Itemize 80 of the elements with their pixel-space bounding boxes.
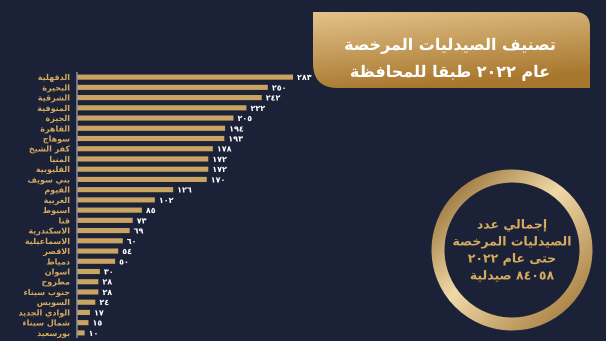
- data-label: ١٧٨: [216, 144, 232, 154]
- y-tick-label: المنوفية: [37, 104, 70, 113]
- data-label: ١٠: [88, 328, 98, 338]
- data-label: ٥٤: [122, 247, 132, 256]
- y-tick-label: اسيوط: [42, 206, 70, 216]
- y-tick-label: بني سويف: [27, 175, 70, 184]
- data-label: ١٧٢: [212, 165, 228, 174]
- y-tick-label: القاهرة: [40, 124, 70, 134]
- y-tick-label: سوهاج: [42, 134, 70, 144]
- bar: [77, 258, 116, 264]
- data-label: ٢٤: [99, 298, 110, 308]
- data-label: ١٩٤: [229, 124, 244, 134]
- y-tick-label: الوادي الجديد: [18, 308, 70, 318]
- bar: [77, 166, 208, 172]
- bar: [77, 300, 96, 305]
- bar: [77, 187, 174, 192]
- bar: [77, 84, 268, 90]
- data-label: ٢٨٣: [297, 73, 312, 82]
- bar: [77, 248, 118, 254]
- bar: [77, 74, 293, 80]
- y-tick-label: بورسعيد: [37, 328, 70, 338]
- bar: [77, 289, 98, 295]
- y-tick-label: الاسماعيلية: [24, 236, 70, 246]
- y-tick-label: مطروح: [42, 278, 70, 287]
- data-label: ١٧٠: [210, 175, 226, 184]
- bar: [77, 115, 234, 121]
- y-tick-label: المنيا: [49, 154, 70, 164]
- bar: [77, 320, 88, 326]
- bar: [77, 268, 100, 274]
- y-tick-label: الفيوم: [44, 186, 70, 195]
- data-label: ٦٩: [134, 226, 144, 236]
- text: تصنيف الصيدليات المرخصة: [344, 35, 556, 54]
- data-label: ٥٠: [119, 257, 129, 266]
- bar: [77, 95, 262, 100]
- y-tick-label: الغربية: [44, 196, 70, 205]
- y-tick-label: دمياط: [46, 257, 70, 266]
- bar: [77, 136, 224, 142]
- y-tick-label: القليوبية: [36, 165, 70, 174]
- data-label: ١٠٢: [158, 196, 174, 205]
- bar: [77, 156, 208, 162]
- data-label: ١٩٣: [228, 134, 244, 144]
- bar: [77, 105, 246, 110]
- data-label: ١٢٦: [177, 186, 192, 195]
- bar: [77, 208, 142, 213]
- bar: [77, 238, 123, 244]
- bar: [77, 146, 213, 152]
- text: إجمالي عدد الصيدليات المرخصة حتى عام ٢٠٢٢ ٨٤٠٥٨ صيدلية: [452, 216, 572, 282]
- bar: [77, 310, 90, 315]
- y-tick-label: الشرقية: [38, 94, 70, 103]
- data-label: ٢٨: [102, 278, 112, 287]
- y-tick-label: شمال سيناء: [22, 318, 70, 328]
- data-label: ٢٨: [102, 288, 112, 297]
- y-tick-label: البحيرة: [42, 83, 70, 92]
- data-label: ٢٥٠: [272, 83, 286, 92]
- bar: [77, 197, 155, 202]
- data-label: ٨٥: [146, 206, 156, 216]
- y-tick-label: الدقهلية: [38, 73, 70, 82]
- data-label: ٣٠: [104, 268, 114, 276]
- data-label: ١٧٢: [212, 154, 228, 164]
- y-tick-label: الجيزة: [46, 114, 70, 124]
- y-tick-label: الاسكندرية: [28, 226, 70, 236]
- data-label: ٢٤٢: [266, 94, 280, 103]
- data-label: ٢٠٥: [237, 114, 252, 124]
- data-label: ٦٠: [126, 236, 137, 246]
- bar: [77, 228, 130, 234]
- data-label: ٧٣: [136, 216, 147, 226]
- bar: [77, 218, 133, 223]
- bar: [77, 176, 207, 182]
- bar: [77, 279, 98, 284]
- text: عام ٢٠٢٢ طبقا للمحافظة: [350, 62, 550, 81]
- y-tick-label: كفر الشيخ: [28, 144, 70, 154]
- y-tick-label: الاقصر: [42, 247, 70, 256]
- bar: [77, 126, 226, 131]
- data-label: ١٧: [94, 308, 104, 318]
- y-tick-label: اسوان: [44, 268, 70, 276]
- data-label: ١٥: [92, 318, 102, 328]
- y-tick-label: السويس: [36, 298, 70, 308]
- y-tick-label: قنا: [58, 216, 70, 226]
- y-tick-label: جنوب سيناء: [24, 288, 70, 297]
- data-label: ٢٢٢: [250, 104, 266, 113]
